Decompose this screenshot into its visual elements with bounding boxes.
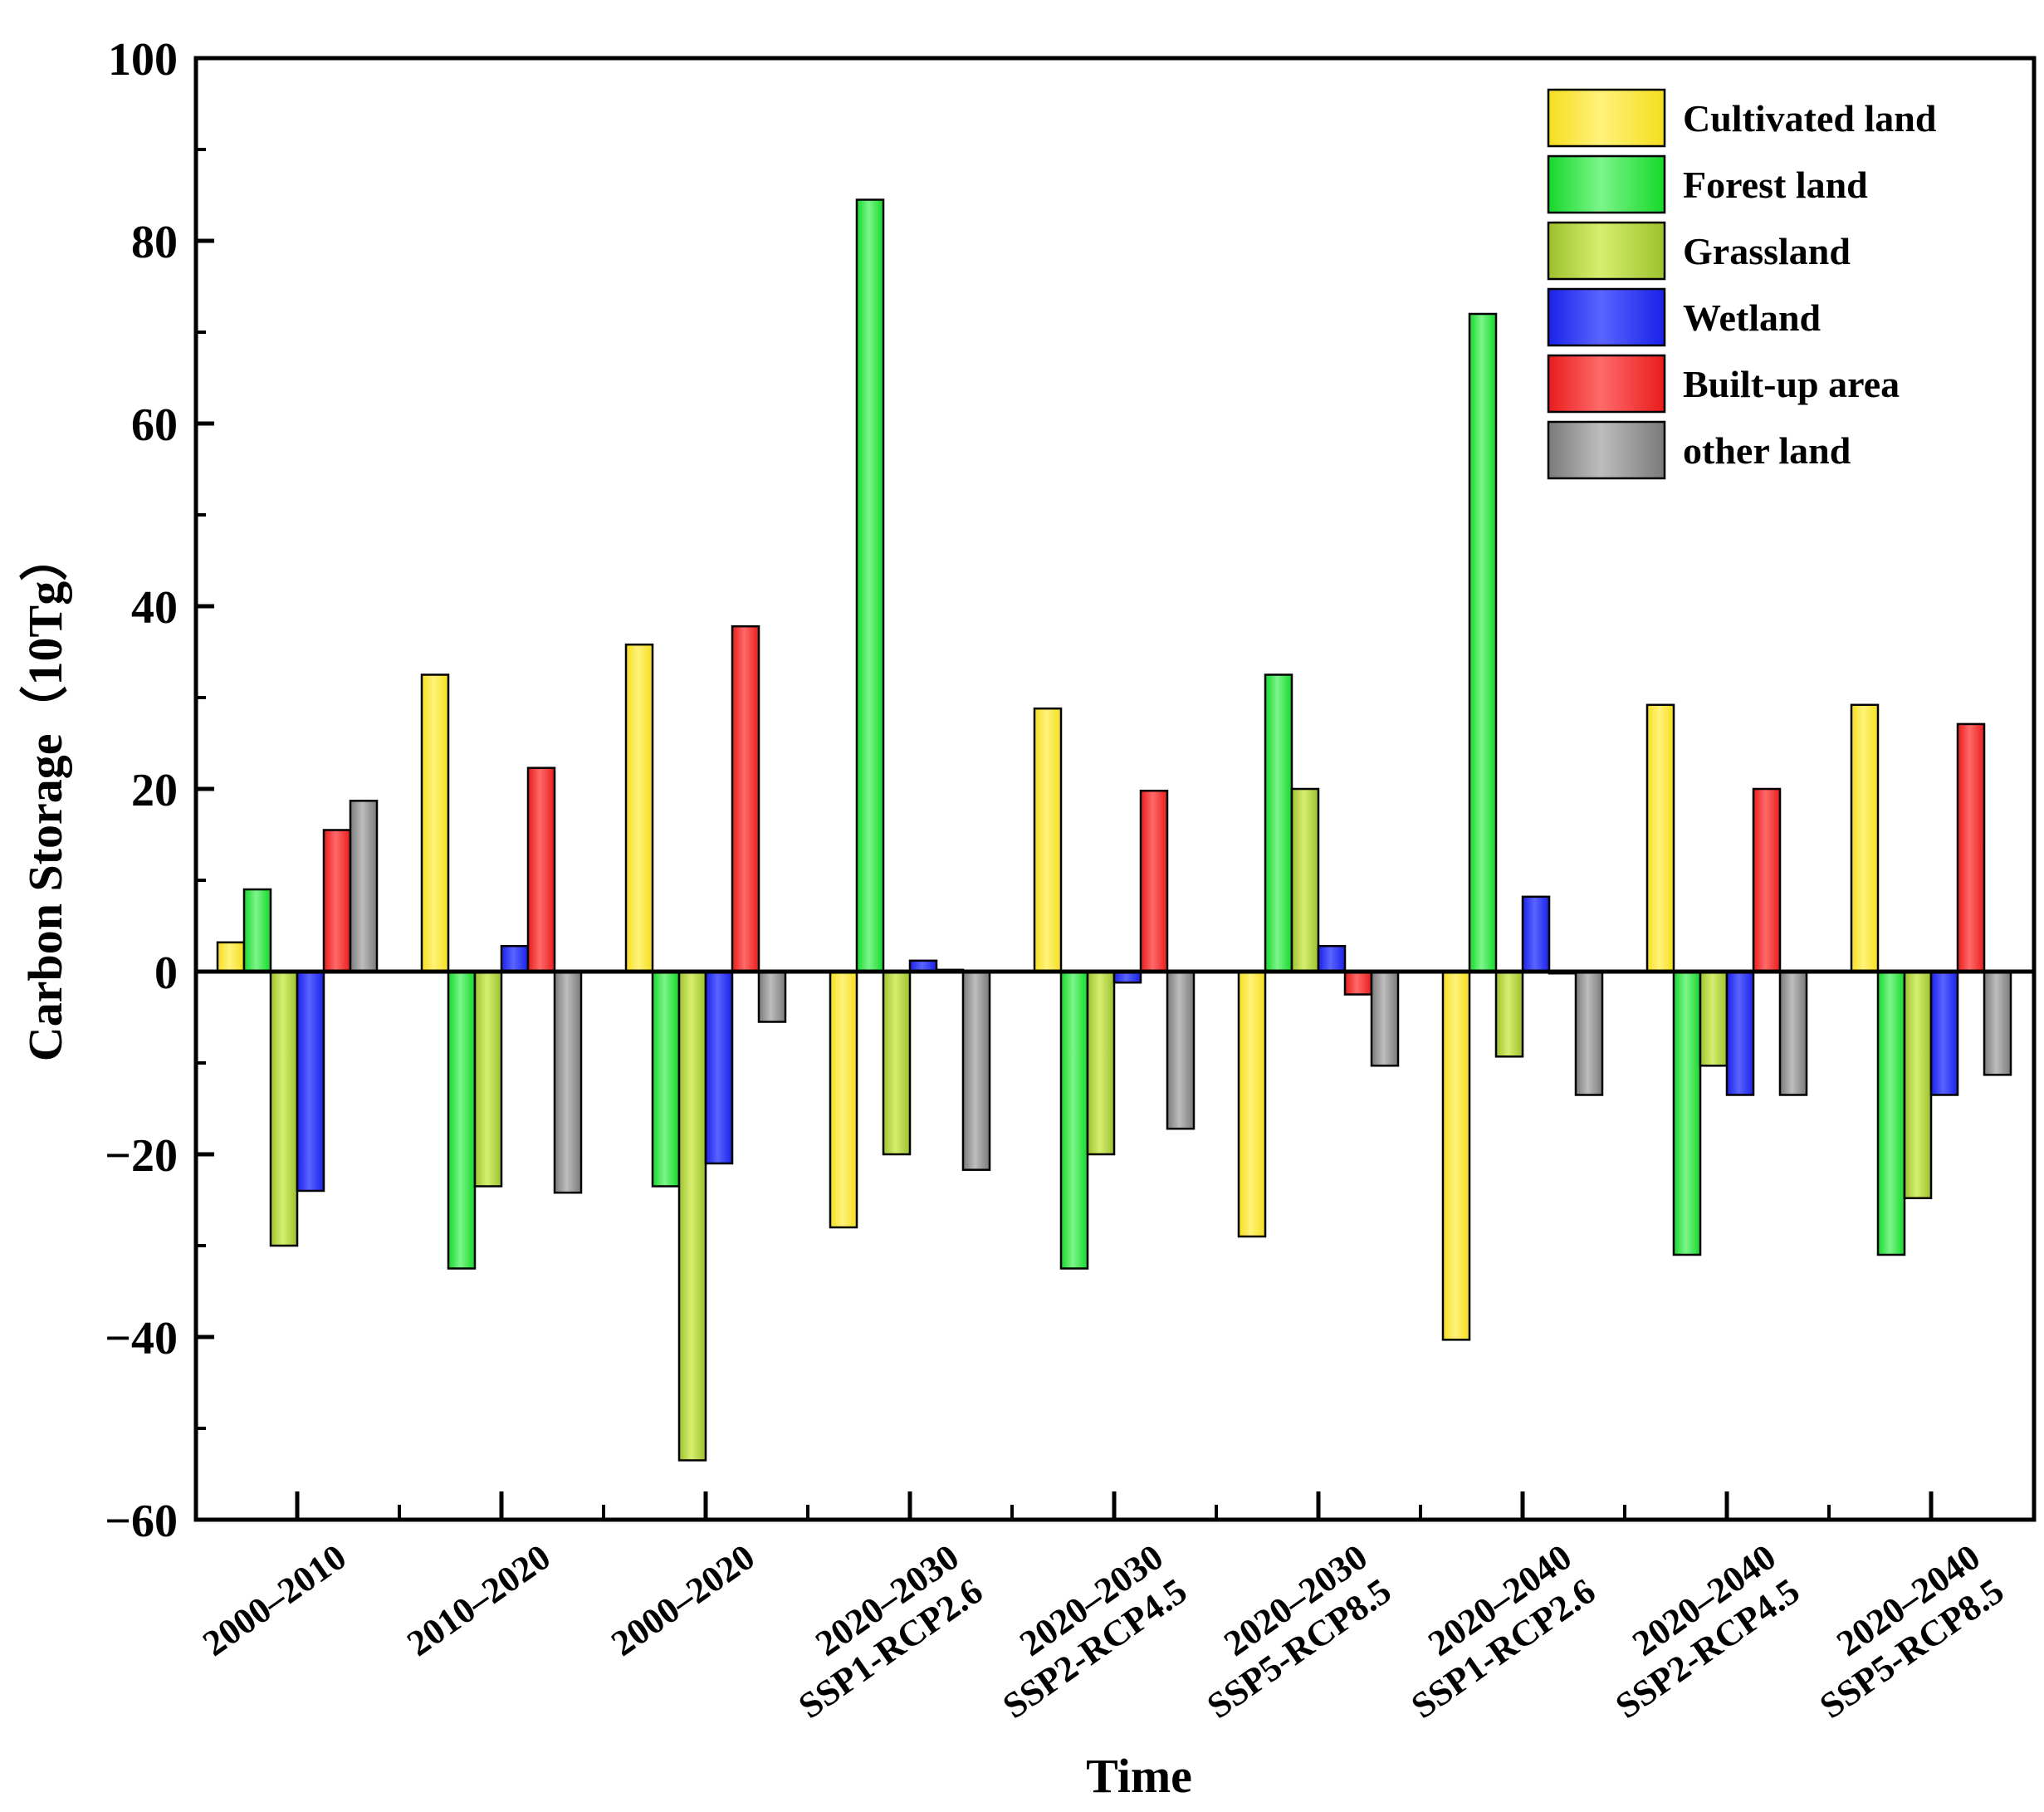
bar-grassland-8 xyxy=(1903,970,1933,1200)
bar-grassland-3 xyxy=(882,970,912,1156)
y-axis: −60 −40 −20 0 20 40 60 80 100 xyxy=(105,34,214,1547)
x-tick-label: 2000–2010 xyxy=(195,1536,353,1664)
legend: Cultivated land Forest land Grassland Wetla… xyxy=(1547,88,1937,480)
bar-other-land-1 xyxy=(553,970,583,1194)
bar-forest-land-7 xyxy=(1672,970,1702,1256)
bar-wetland-7 xyxy=(1725,970,1755,1096)
x-tick-label: 2020–2030SSP1-RCP2.6 xyxy=(767,1536,990,1726)
bar-cultivated-land-8 xyxy=(1850,703,1880,973)
bar-forest-land-3 xyxy=(855,198,885,973)
bar-built-up-area-4 xyxy=(1139,789,1169,973)
bar-cultivated-land-5 xyxy=(1237,970,1267,1238)
bar-built-up-area-5 xyxy=(1343,970,1373,996)
bar-cultivated-land-1 xyxy=(420,673,450,973)
bar-built-up-area-2 xyxy=(731,624,760,973)
bar-other-land-5 xyxy=(1370,970,1400,1067)
legend-label: Cultivated land xyxy=(1683,97,1937,140)
legend-swatch-built-up-area xyxy=(1547,354,1666,414)
x-tick-label: 2020–2030SSP5-RCP8.5 xyxy=(1176,1536,1398,1726)
bar-built-up-area-0 xyxy=(322,829,352,973)
legend-label: Forest land xyxy=(1683,164,1868,206)
x-tick-label: 2020–2040SSP1-RCP2.6 xyxy=(1380,1536,1602,1726)
legend-label: Built-up area xyxy=(1683,363,1900,405)
y-tick-label: 0 xyxy=(154,948,178,999)
y-tick-label: 100 xyxy=(108,34,178,86)
bar-forest-land-8 xyxy=(1876,970,1906,1256)
bar-built-up-area-1 xyxy=(526,766,556,973)
y-tick-label: −60 xyxy=(105,1496,178,1547)
bar-forest-land-2 xyxy=(651,970,681,1188)
bar-other-land-6 xyxy=(1574,970,1604,1096)
bar-forest-land-6 xyxy=(1468,312,1498,973)
y-tick-label: 80 xyxy=(131,217,178,268)
bar-grassland-0 xyxy=(269,970,299,1247)
legend-swatch-forest-land xyxy=(1547,154,1666,214)
bar-other-land-4 xyxy=(1166,970,1196,1130)
y-tick-label: −20 xyxy=(105,1130,178,1182)
bar-cultivated-land-7 xyxy=(1645,703,1675,973)
bar-grassland-2 xyxy=(677,970,707,1462)
legend-label: other land xyxy=(1683,429,1851,472)
bar-wetland-2 xyxy=(704,970,734,1165)
bar-grassland-6 xyxy=(1494,970,1524,1058)
x-tick-label: 2020–2040SSP5-RCP8.5 xyxy=(1788,1536,2011,1726)
x-axis: 2000–2010 2010–2020 2000–2020 2020–2030SSP1… xyxy=(195,1491,2011,1726)
bar-cultivated-land-3 xyxy=(829,970,858,1229)
legend-swatch-grassland xyxy=(1547,221,1666,281)
bar-wetland-0 xyxy=(296,970,325,1192)
bar-cultivated-land-2 xyxy=(624,643,654,973)
x-tick-label: 2000–2020 xyxy=(604,1536,761,1664)
y-tick-label: 40 xyxy=(131,582,178,634)
legend-swatch-wetland xyxy=(1547,287,1666,347)
bar-other-land-7 xyxy=(1778,970,1808,1096)
bar-forest-land-4 xyxy=(1059,970,1089,1270)
bar-cultivated-land-6 xyxy=(1441,970,1471,1341)
x-axis-title: Time xyxy=(1086,1749,1192,1803)
bar-cultivated-land-4 xyxy=(1033,707,1063,973)
bar-wetland-6 xyxy=(1521,895,1551,973)
bar-other-land-2 xyxy=(757,970,787,1023)
y-axis-title: Carbon Storage（10Tg） xyxy=(18,533,72,1061)
x-tick-label: 2010–2020 xyxy=(399,1536,557,1664)
bar-wetland-5 xyxy=(1317,944,1347,973)
legend-swatch-other-land xyxy=(1547,420,1666,480)
bar-wetland-1 xyxy=(500,944,530,973)
y-tick-label: −40 xyxy=(105,1313,178,1364)
bar-grassland-1 xyxy=(473,970,503,1188)
bar-other-land-3 xyxy=(961,970,991,1171)
legend-label: Grassland xyxy=(1683,230,1851,272)
bar-other-land-0 xyxy=(349,800,379,973)
bar-wetland-8 xyxy=(1929,970,1959,1096)
x-tick-label: 2020–2040SSP2-RCP4.5 xyxy=(1584,1536,1807,1726)
x-tick-label: 2020–2030SSP2-RCP4.5 xyxy=(971,1536,1194,1726)
bars-layer xyxy=(216,198,2012,1462)
bar-grassland-5 xyxy=(1290,787,1320,973)
legend-swatch-cultivated-land xyxy=(1547,88,1666,148)
bar-other-land-8 xyxy=(1983,970,2012,1076)
bar-forest-land-1 xyxy=(447,970,477,1270)
y-tick-label: 20 xyxy=(131,765,178,816)
bar-forest-land-0 xyxy=(242,888,272,973)
bar-forest-land-5 xyxy=(1264,673,1293,973)
bar-built-up-area-8 xyxy=(1956,722,1986,973)
bar-grassland-4 xyxy=(1086,970,1116,1156)
y-tick-label: 60 xyxy=(131,399,178,451)
bar-built-up-area-7 xyxy=(1752,787,1782,973)
legend-label: Wetland xyxy=(1683,296,1822,339)
bar-grassland-7 xyxy=(1699,970,1729,1067)
bar-cultivated-land-0 xyxy=(216,941,246,973)
